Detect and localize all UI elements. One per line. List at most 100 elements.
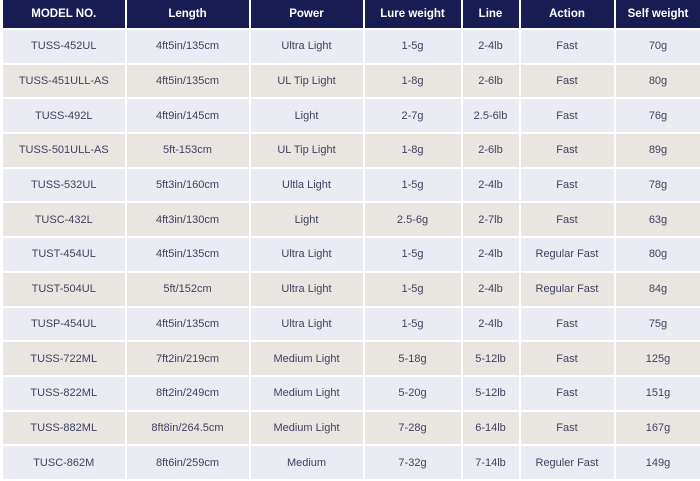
- table-cell: Medium Light: [248, 409, 365, 447]
- column-header-model-no: MODEL NO.: [0, 0, 127, 30]
- table-cell: Regular Fast: [518, 270, 616, 308]
- table-cell: Fast: [518, 201, 616, 239]
- table-cell: Light: [248, 201, 365, 239]
- table-cell: 2-4lb: [460, 236, 521, 273]
- column-header-action: Action: [518, 0, 616, 30]
- table-cell: TUSS-722ML: [0, 340, 127, 377]
- table-cell: 5-12lb: [460, 374, 521, 412]
- table-row: TUST-454UL 4ft5in/135cm Ultra Light 1-5g 2-4…: [0, 236, 700, 273]
- table-row: TUSC-432L 4ft3in/130cm Light 2.5-6g 2-7lb Fas…: [0, 201, 700, 239]
- table-cell: TUSS-452UL: [0, 28, 127, 65]
- header-row: MODEL NO. Length Power Lure weight Line …: [0, 0, 700, 30]
- table-row: TUSP-454UL 4ft5in/135cm Ultra Light 1-5g 2-4…: [0, 305, 700, 343]
- table-cell: 70g: [613, 28, 700, 65]
- table-cell: Regular Fast: [518, 236, 616, 273]
- table-cell: Ultra Light: [248, 28, 365, 65]
- table-cell: UL Tip Light: [248, 132, 365, 169]
- table-cell: 80g: [613, 236, 700, 273]
- column-header-lure-weight: Lure weight: [362, 0, 463, 30]
- table-cell: 89g: [613, 132, 700, 169]
- table-cell: 5-20g: [362, 374, 463, 412]
- table-row: TUSS-501ULL-AS 5ft-153cm UL Tip Light 1-8g 2…: [0, 132, 700, 169]
- table-cell: TUSS-492L: [0, 97, 127, 135]
- table-cell: Fast: [518, 97, 616, 135]
- table-cell: TUSS-882ML: [0, 409, 127, 447]
- table-cell: Fast: [518, 28, 616, 65]
- table-cell: 80g: [613, 62, 700, 100]
- table-cell: 2-6lb: [460, 62, 521, 100]
- table-row: TUSS-882ML 8ft8in/264.5cm Medium Light 7-28…: [0, 409, 700, 447]
- table-row: TUSS-722ML 7ft2in/219cm Medium Light 5-18g 5…: [0, 340, 700, 377]
- table-row: TUSS-822ML 8ft2in/249cm Medium Light 5-20g 5…: [0, 374, 700, 412]
- column-header-power: Power: [248, 0, 365, 30]
- table-row: TUSS-532UL 5ft3in/160cm Ultla Light 1-5g 2-4…: [0, 166, 700, 204]
- table-cell: Fast: [518, 62, 616, 100]
- table-cell: 1-8g: [362, 62, 463, 100]
- table-cell: Fast: [518, 374, 616, 412]
- table-row: TUST-504UL 5ft/152cm Ultra Light 1-5g 2-4lb R…: [0, 270, 700, 308]
- table-cell: 4ft9in/145cm: [124, 97, 251, 135]
- table-cell: Ultra Light: [248, 305, 365, 343]
- table-cell: 2-7g: [362, 97, 463, 135]
- column-header-line: Line: [460, 0, 521, 30]
- table-cell: 1-5g: [362, 166, 463, 204]
- table-cell: 5-18g: [362, 340, 463, 377]
- table-cell: 167g: [613, 409, 700, 447]
- table-cell: 2-4lb: [460, 166, 521, 204]
- table-cell: Fast: [518, 409, 616, 447]
- table-cell: TUST-504UL: [0, 270, 127, 308]
- table-cell: TUSS-822ML: [0, 374, 127, 412]
- table-cell: 4ft5in/135cm: [124, 236, 251, 273]
- table-cell: 2-4lb: [460, 28, 521, 65]
- table-cell: 151g: [613, 374, 700, 412]
- column-header-length: Length: [124, 0, 251, 30]
- table-cell: 84g: [613, 270, 700, 308]
- table-cell: 76g: [613, 97, 700, 135]
- table-cell: Light: [248, 97, 365, 135]
- table-row: TUSS-451ULL-AS 4ft5in/135cm UL Tip Light 1-…: [0, 62, 700, 100]
- table-cell: TUSC-432L: [0, 201, 127, 239]
- table-row: TUSS-492L 4ft9in/145cm Light 2-7g 2.5-6lb Fas…: [0, 97, 700, 135]
- table-cell: 7-32g: [362, 444, 463, 481]
- table-cell: Reguler Fast: [518, 444, 616, 481]
- table-cell: Medium: [248, 444, 365, 481]
- table-cell: 2.5-6g: [362, 201, 463, 239]
- table-cell: 6-14lb: [460, 409, 521, 447]
- table-cell: 5-12lb: [460, 340, 521, 377]
- table-cell: 1-5g: [362, 270, 463, 308]
- table-cell: Fast: [518, 166, 616, 204]
- table-cell: TUSS-501ULL-AS: [0, 132, 127, 169]
- table-cell: Medium Light: [248, 374, 365, 412]
- table-cell: TUST-454UL: [0, 236, 127, 273]
- table-cell: Medium Light: [248, 340, 365, 377]
- table-cell: 5ft-153cm: [124, 132, 251, 169]
- table-cell: Fast: [518, 340, 616, 377]
- table-row: TUSC-862M 8ft6in/259cm Medium 7-32g 7-14lb Re…: [0, 444, 700, 481]
- table-cell: Fast: [518, 305, 616, 343]
- table-cell: TUSC-862M: [0, 444, 127, 481]
- table-cell: 7ft2in/219cm: [124, 340, 251, 377]
- table-cell: Ultla Light: [248, 166, 365, 204]
- table-cell: 8ft8in/264.5cm: [124, 409, 251, 447]
- table-cell: 149g: [613, 444, 700, 481]
- table-cell: 5ft/152cm: [124, 270, 251, 308]
- table-cell: 2-4lb: [460, 305, 521, 343]
- table-cell: 78g: [613, 166, 700, 204]
- table-cell: 75g: [613, 305, 700, 343]
- column-header-self-weight: Self weight: [613, 0, 700, 30]
- table-cell: 1-8g: [362, 132, 463, 169]
- table-cell: TUSS-532UL: [0, 166, 127, 204]
- table-header: MODEL NO. Length Power Lure weight Line …: [0, 0, 700, 30]
- table-cell: 7-28g: [362, 409, 463, 447]
- table-cell: 1-5g: [362, 305, 463, 343]
- table-cell: 8ft2in/249cm: [124, 374, 251, 412]
- table-cell: Ultra Light: [248, 270, 365, 308]
- table-cell: 8ft6in/259cm: [124, 444, 251, 481]
- table-cell: 63g: [613, 201, 700, 239]
- table-cell: 4ft5in/135cm: [124, 62, 251, 100]
- table-row: TUSS-452UL 4ft5in/135cm Ultra Light 1-5g 2-4…: [0, 28, 700, 65]
- table-cell: TUSP-454UL: [0, 305, 127, 343]
- table-cell: 5ft3in/160cm: [124, 166, 251, 204]
- table-cell: 2-4lb: [460, 270, 521, 308]
